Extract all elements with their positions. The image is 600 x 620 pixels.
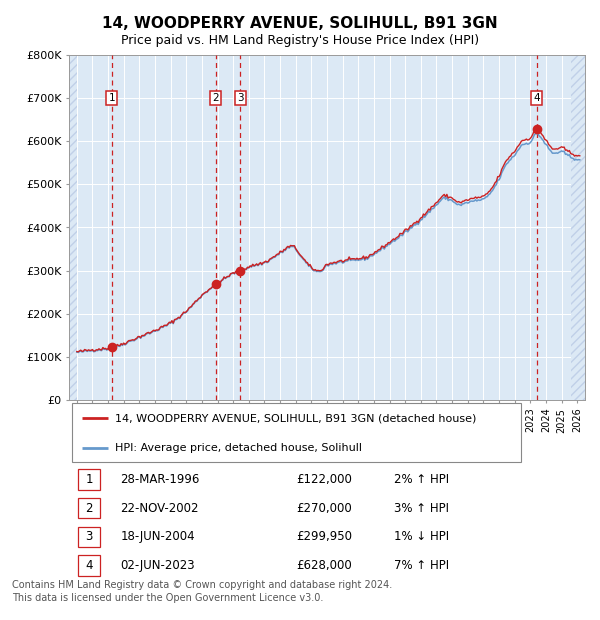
Text: 2: 2 <box>85 502 93 515</box>
FancyBboxPatch shape <box>78 556 100 576</box>
Text: HPI: Average price, detached house, Solihull: HPI: Average price, detached house, Soli… <box>115 443 362 453</box>
Text: £270,000: £270,000 <box>296 502 352 515</box>
Text: £122,000: £122,000 <box>296 473 352 486</box>
FancyBboxPatch shape <box>78 469 100 490</box>
Bar <box>571 55 585 400</box>
FancyBboxPatch shape <box>78 498 100 518</box>
Text: 4: 4 <box>85 559 93 572</box>
Text: 3: 3 <box>85 530 93 543</box>
Text: £299,950: £299,950 <box>296 530 352 543</box>
Text: 18-JUN-2004: 18-JUN-2004 <box>121 530 195 543</box>
FancyBboxPatch shape <box>78 526 100 547</box>
FancyBboxPatch shape <box>71 402 521 463</box>
Text: 28-MAR-1996: 28-MAR-1996 <box>121 473 200 486</box>
Bar <box>69 55 77 400</box>
Text: Contains HM Land Registry data © Crown copyright and database right 2024.
This d: Contains HM Land Registry data © Crown c… <box>12 580 392 603</box>
Text: 14, WOODPERRY AVENUE, SOLIHULL, B91 3GN: 14, WOODPERRY AVENUE, SOLIHULL, B91 3GN <box>102 16 498 31</box>
Text: 2% ↑ HPI: 2% ↑ HPI <box>394 473 449 486</box>
Text: 7% ↑ HPI: 7% ↑ HPI <box>394 559 449 572</box>
Text: 1% ↓ HPI: 1% ↓ HPI <box>394 530 449 543</box>
Text: 14, WOODPERRY AVENUE, SOLIHULL, B91 3GN (detached house): 14, WOODPERRY AVENUE, SOLIHULL, B91 3GN … <box>115 413 477 423</box>
Text: 1: 1 <box>85 473 93 486</box>
Text: 22-NOV-2002: 22-NOV-2002 <box>121 502 199 515</box>
Text: 4: 4 <box>533 93 540 103</box>
Text: 02-JUN-2023: 02-JUN-2023 <box>121 559 195 572</box>
Text: 2: 2 <box>212 93 219 103</box>
Text: 3: 3 <box>237 93 244 103</box>
Text: 1: 1 <box>109 93 115 103</box>
Text: 3% ↑ HPI: 3% ↑ HPI <box>394 502 449 515</box>
Text: £628,000: £628,000 <box>296 559 352 572</box>
Text: Price paid vs. HM Land Registry's House Price Index (HPI): Price paid vs. HM Land Registry's House … <box>121 34 479 47</box>
